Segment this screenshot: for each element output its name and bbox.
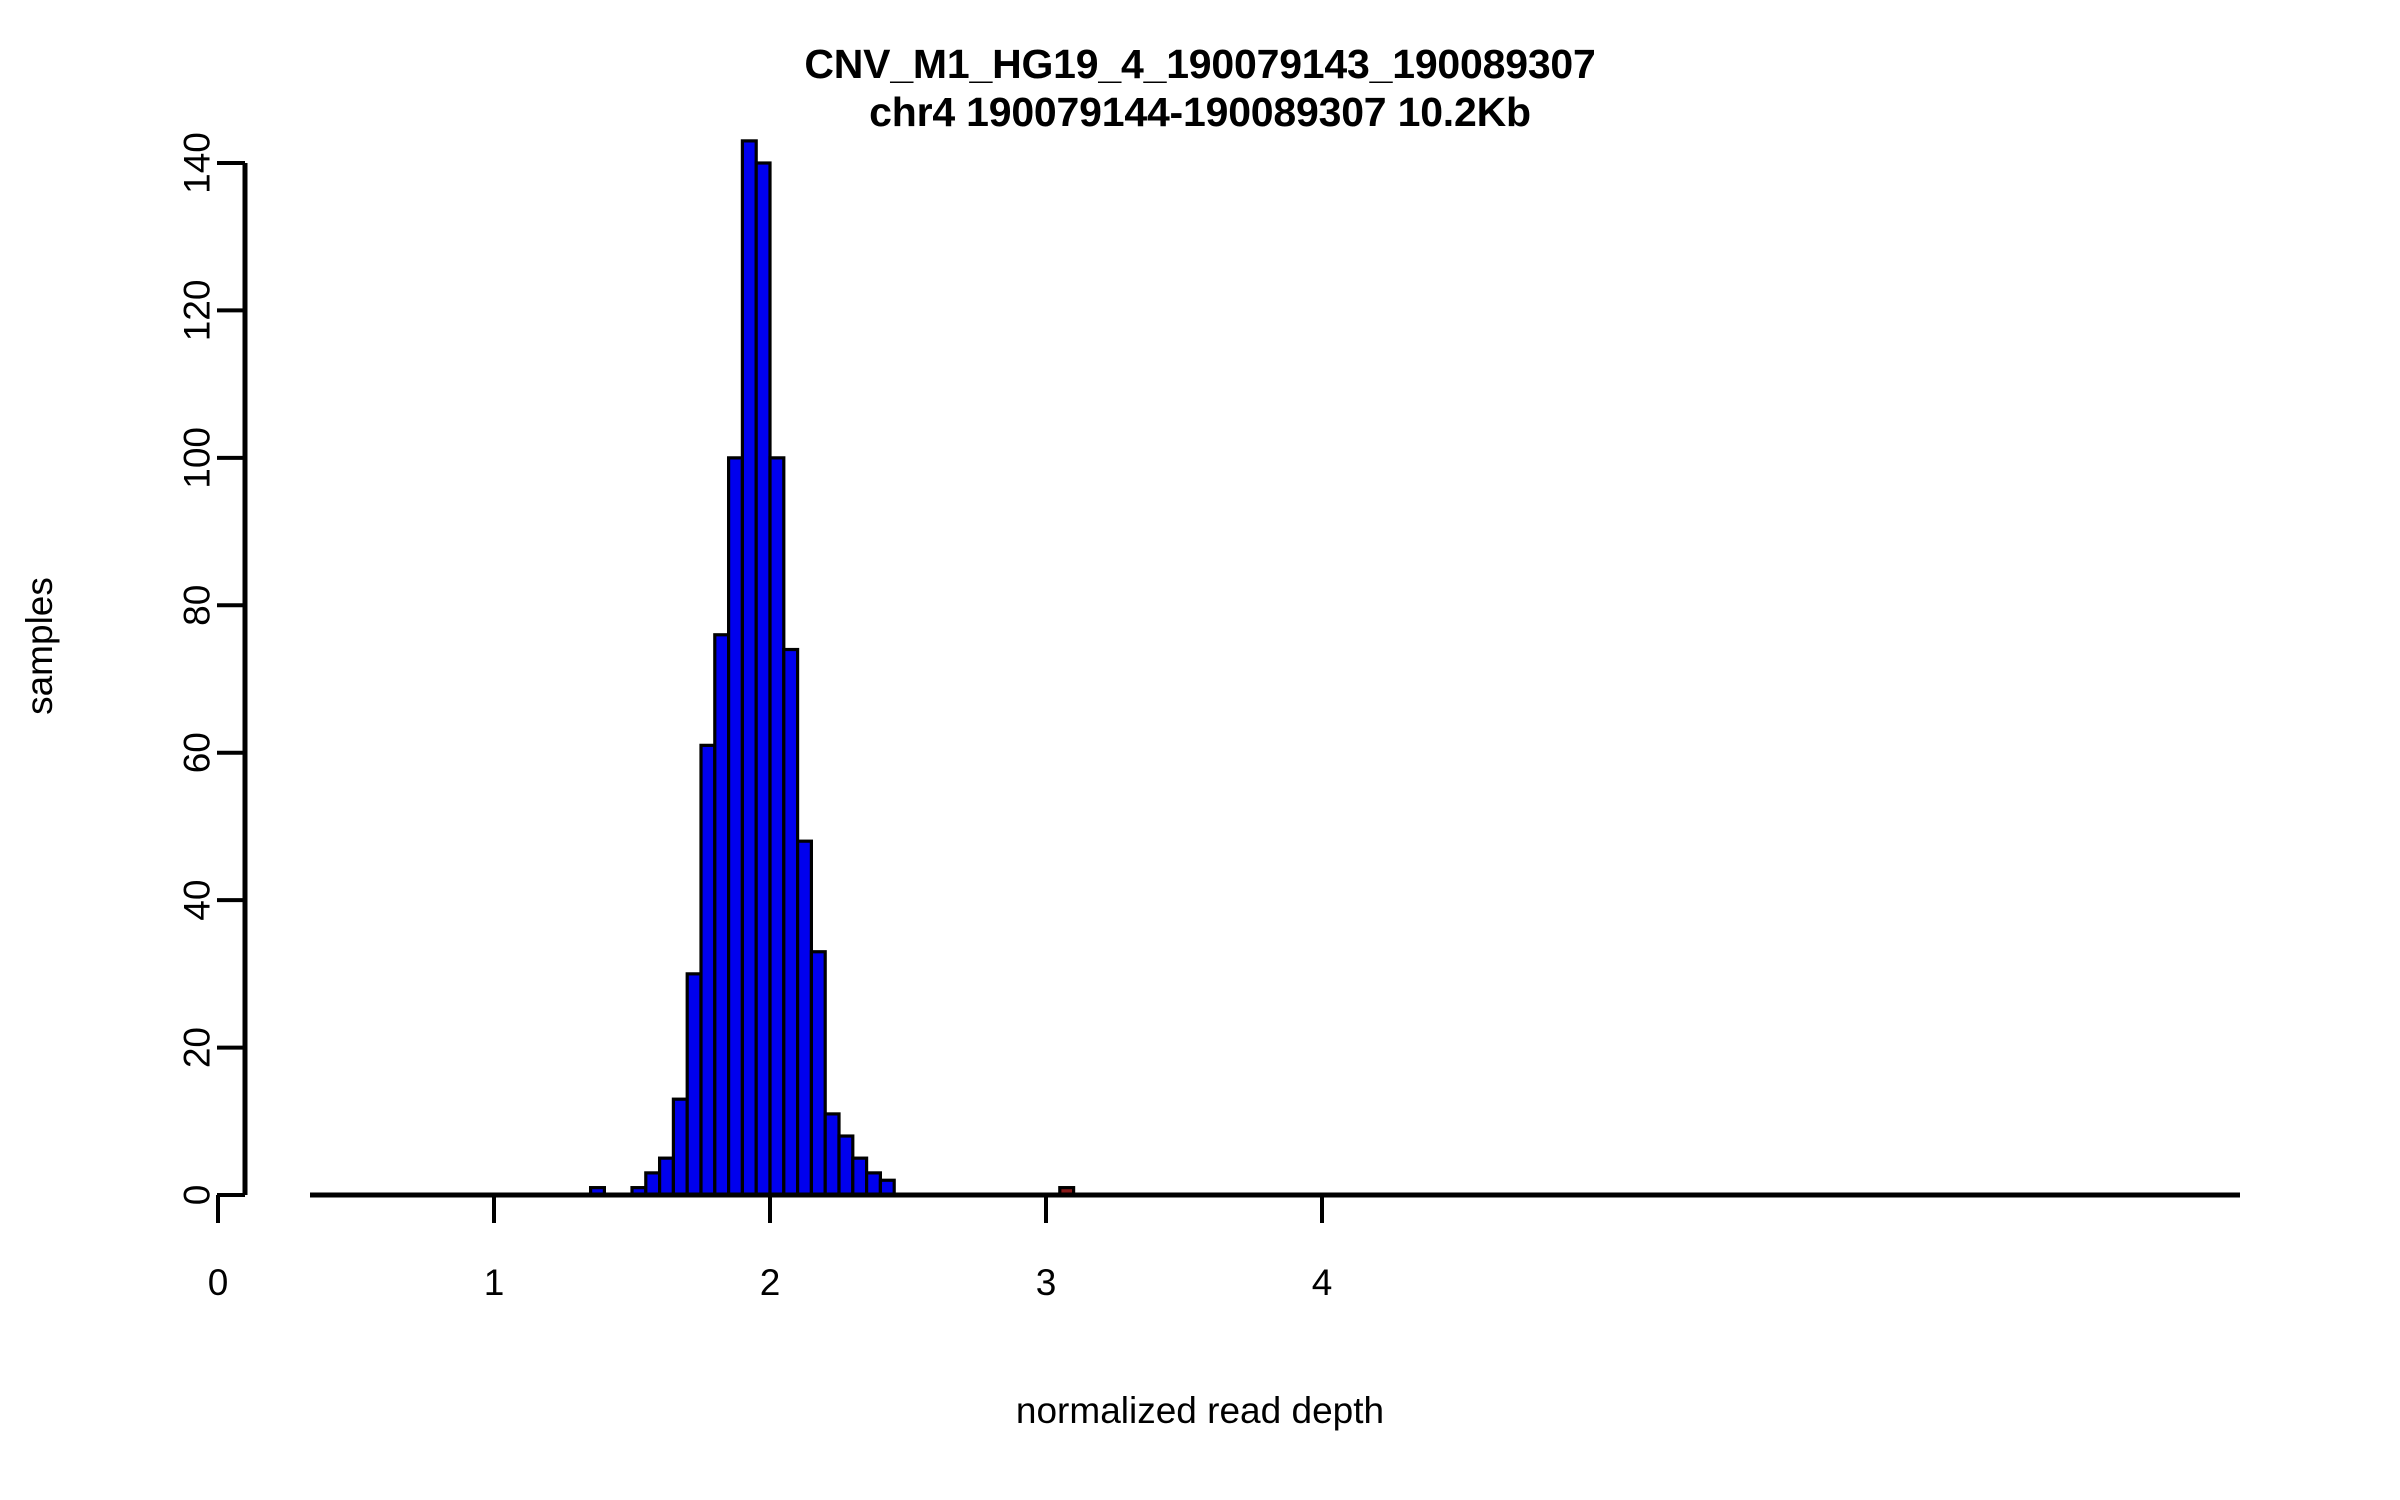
histogram-bar xyxy=(795,839,813,1197)
histogram-bar xyxy=(644,1171,662,1197)
x-tick-label: 4 xyxy=(1312,1262,1333,1303)
x-tick-label: 3 xyxy=(1036,1262,1057,1303)
histogram-bar xyxy=(823,1112,841,1197)
chart-title-line-2: chr4 190079144-190089307 10.2Kb xyxy=(869,89,1531,136)
y-axis-label: samples xyxy=(19,577,60,715)
histogram-bars xyxy=(588,139,1076,1197)
histogram-bar xyxy=(837,1134,855,1197)
histogram-bar xyxy=(726,456,744,1197)
y-tick-label: 140 xyxy=(177,132,218,194)
histogram-bar xyxy=(782,647,800,1197)
y-tick-label: 120 xyxy=(177,280,218,342)
axes xyxy=(216,161,2240,1223)
y-tick-label: 60 xyxy=(177,732,218,773)
histogram-bar xyxy=(768,456,786,1197)
y-tick-label: 0 xyxy=(177,1185,218,1206)
x-tick-label: 1 xyxy=(484,1262,505,1303)
y-tick-label: 80 xyxy=(177,585,218,626)
y-tick-label: 20 xyxy=(177,1027,218,1068)
histogram-bar xyxy=(851,1156,869,1197)
histogram-bar xyxy=(809,950,827,1197)
chart-title-line-1: CNV_M1_HG19_4_190079143_190089307 xyxy=(804,41,1596,87)
x-tick-label: 0 xyxy=(208,1262,229,1303)
y-tick-label: 100 xyxy=(177,427,218,489)
chart-title-block: CNV_M1_HG19_4_190079143_190089307 chr4 1… xyxy=(0,40,2400,137)
histogram-bar xyxy=(657,1156,675,1197)
histogram-bar xyxy=(713,633,731,1197)
histogram-bar xyxy=(740,139,758,1197)
x-axis-label: normalized read depth xyxy=(1015,1390,1385,1431)
y-tick-label: 40 xyxy=(177,880,218,921)
histogram-bar xyxy=(864,1171,882,1197)
x-tick-label: 2 xyxy=(760,1262,781,1303)
histogram-bar xyxy=(699,743,717,1197)
histogram-bar xyxy=(754,161,772,1197)
histogram-bar xyxy=(671,1097,689,1197)
histogram-bar xyxy=(685,972,703,1197)
